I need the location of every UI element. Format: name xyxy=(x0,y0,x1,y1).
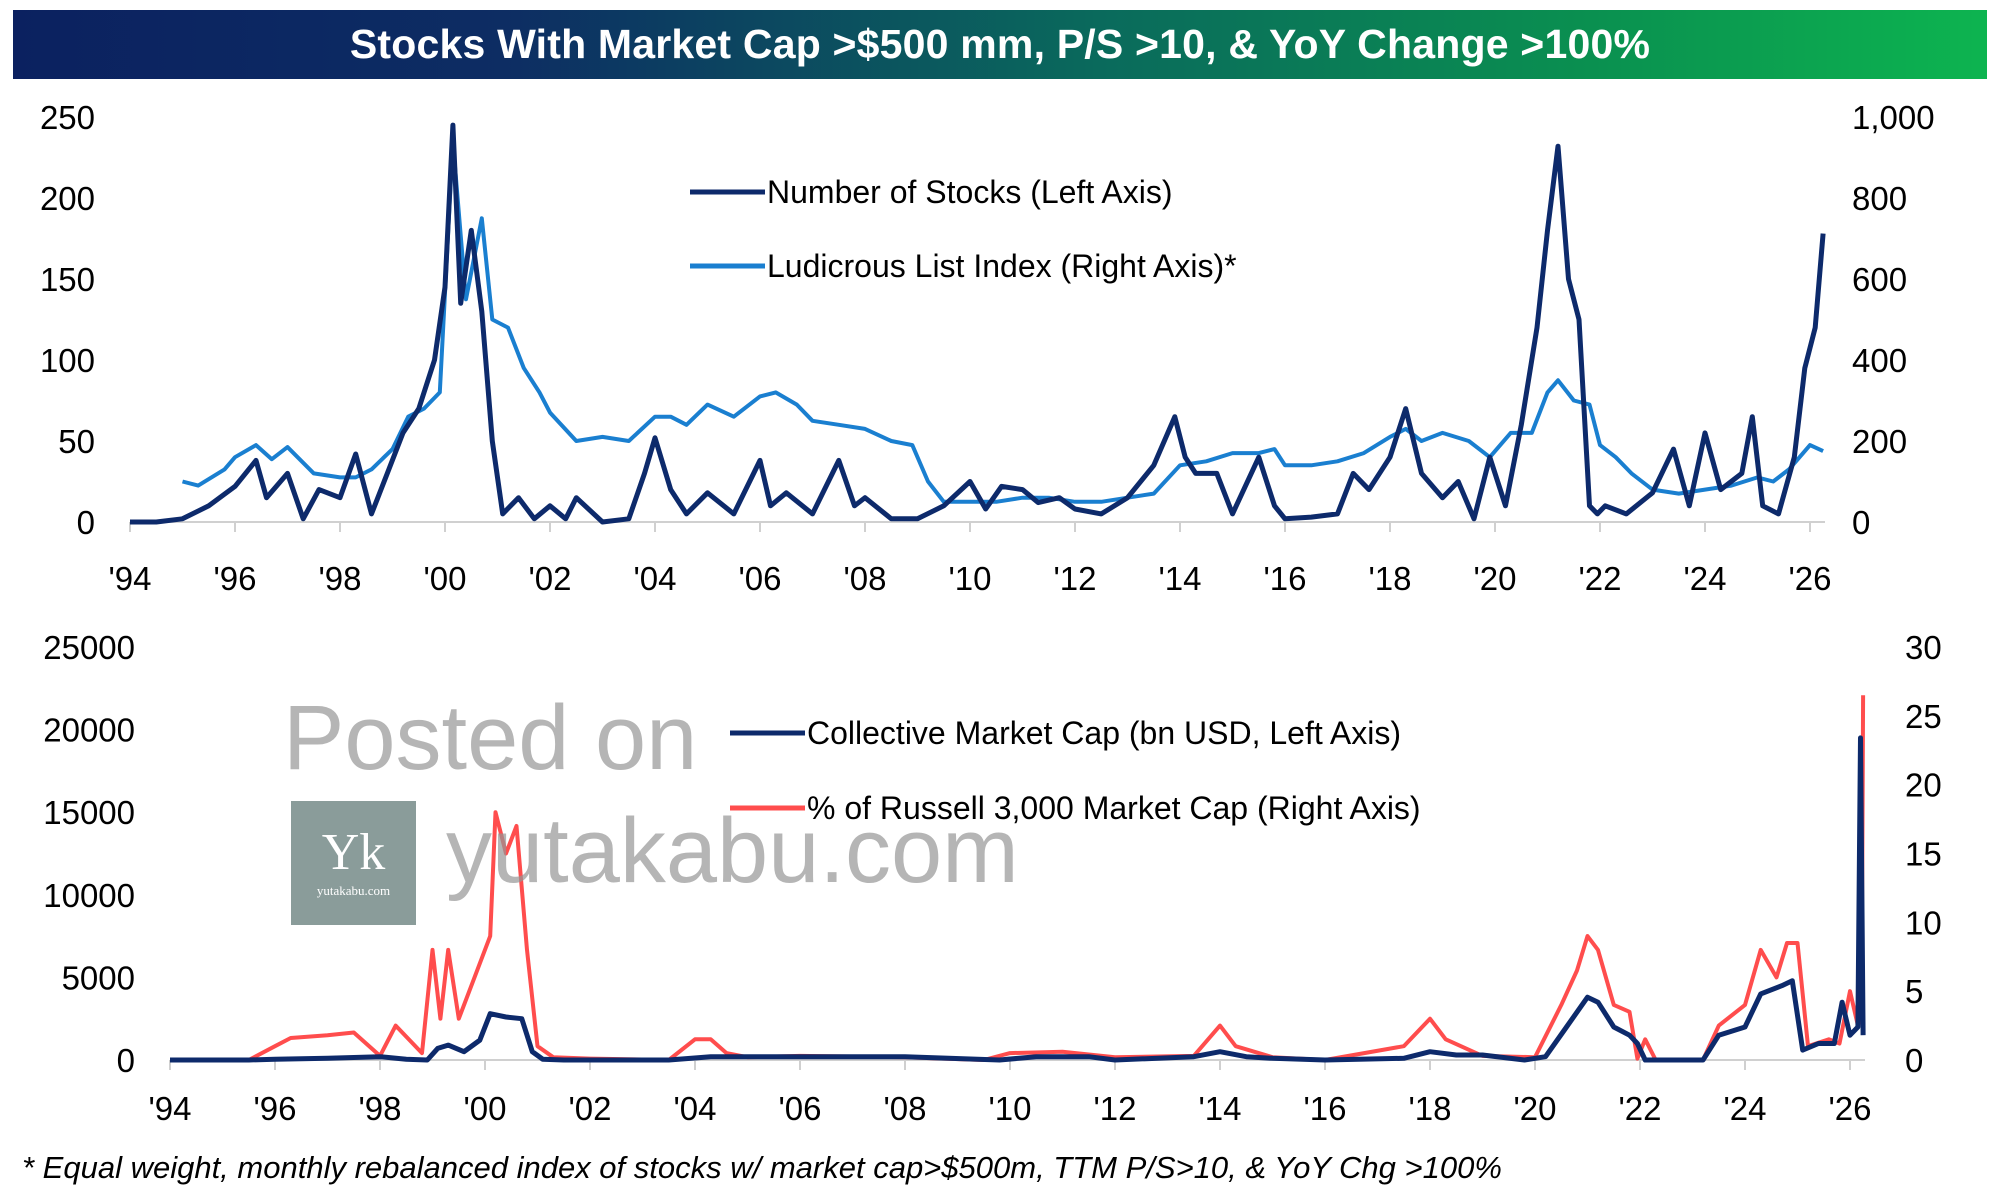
x-tick-label: '00 xyxy=(463,1090,506,1127)
x-tick-label: '14 xyxy=(1158,560,1201,597)
x-tick-label: '08 xyxy=(843,560,886,597)
right-y-tick-label: 800 xyxy=(1852,180,1907,217)
series-line-secondary xyxy=(181,139,1824,504)
left-y-tick-label: 0 xyxy=(117,1042,135,1079)
x-tick-label: '20 xyxy=(1513,1090,1556,1127)
x-tick-label: '24 xyxy=(1723,1090,1766,1127)
left-y-tick-label: 50 xyxy=(58,423,95,460)
x-tick-label: '04 xyxy=(673,1090,716,1127)
series-line-primary xyxy=(130,122,1826,525)
left-y-tick-label: 10000 xyxy=(43,877,135,914)
x-tick-label: '24 xyxy=(1683,560,1726,597)
right-y-tick-label: 0 xyxy=(1905,1042,1923,1079)
left-y-tick-label: 150 xyxy=(40,261,95,298)
right-y-tick-label: 5 xyxy=(1905,973,1923,1010)
x-tick-label: '96 xyxy=(213,560,256,597)
x-tick-label: '22 xyxy=(1618,1090,1661,1127)
x-tick-label: '96 xyxy=(253,1090,296,1127)
right-y-tick-label: 30 xyxy=(1905,629,1942,666)
right-y-tick-label: 25 xyxy=(1905,698,1942,735)
x-tick-label: '18 xyxy=(1408,1090,1451,1127)
x-tick-label: '98 xyxy=(318,560,361,597)
right-y-tick-label: 200 xyxy=(1852,423,1907,460)
right-y-tick-label: 10 xyxy=(1905,904,1942,941)
x-tick-label: '94 xyxy=(148,1090,191,1127)
watermark-logo-mark: Yk xyxy=(321,824,386,881)
left-y-tick-label: 200 xyxy=(40,180,95,217)
legend-label: % of Russell 3,000 Market Cap (Right Axi… xyxy=(807,790,1421,826)
x-tick-label: '16 xyxy=(1303,1090,1346,1127)
x-tick-label: '26 xyxy=(1828,1090,1871,1127)
left-y-tick-label: 5000 xyxy=(62,959,135,996)
x-tick-label: '00 xyxy=(423,560,466,597)
x-tick-label: '22 xyxy=(1578,560,1621,597)
x-tick-label: '10 xyxy=(988,1090,1031,1127)
right-y-tick-label: 1,000 xyxy=(1852,99,1935,136)
x-tick-label: '02 xyxy=(568,1090,611,1127)
right-y-tick-label: 20 xyxy=(1905,767,1942,804)
right-y-tick-label: 400 xyxy=(1852,342,1907,379)
x-tick-label: '18 xyxy=(1368,560,1411,597)
watermark-domain: yutakabu.com xyxy=(446,800,1019,902)
left-y-tick-label: 20000 xyxy=(43,712,135,749)
x-tick-label: '94 xyxy=(108,560,151,597)
right-y-tick-label: 0 xyxy=(1852,504,1870,541)
footnote: * Equal weight, monthly rebalanced index… xyxy=(22,1150,1502,1185)
x-tick-label: '02 xyxy=(528,560,571,597)
bottom-chart: '94 '96 '98 '00 '02 '04 '06 '08 '10 '12 '14 '16 '18 '… xyxy=(43,629,1941,1127)
left-y-tick-label: 100 xyxy=(40,342,95,379)
x-tick-label: '98 xyxy=(358,1090,401,1127)
left-y-tick-label: 25000 xyxy=(43,629,135,666)
series-line-primary xyxy=(170,735,1866,1063)
left-y-tick-label: 250 xyxy=(40,99,95,136)
left-y-tick-label: 15000 xyxy=(43,794,135,831)
left-y-tick-label: 0 xyxy=(77,504,95,541)
legend-label: Ludicrous List Index (Right Axis)* xyxy=(767,248,1237,284)
watermark-logo: Yk yutakabu.com xyxy=(291,801,416,925)
x-tick-label: '20 xyxy=(1473,560,1516,597)
x-tick-label: '16 xyxy=(1263,560,1306,597)
watermark-logo-domain: yutakabu.com xyxy=(316,883,391,898)
chart-title-bar: Stocks With Market Cap >$500 mm, P/S >10… xyxy=(13,10,1987,79)
right-y-tick-label: 600 xyxy=(1852,261,1907,298)
x-tick-label: '06 xyxy=(778,1090,821,1127)
x-tick-label: '12 xyxy=(1093,1090,1136,1127)
top-chart: '94 '96 '98 '00 '02 '04 '06 '08 '10 '12 '14 '16 '18 '… xyxy=(40,99,1935,597)
x-tick-label: '04 xyxy=(633,560,676,597)
legend-label: Number of Stocks (Left Axis) xyxy=(767,174,1172,210)
x-tick-label: '10 xyxy=(948,560,991,597)
watermark-posted-on: Posted on xyxy=(283,687,698,789)
right-y-tick-label: 15 xyxy=(1905,836,1942,873)
chart-title: Stocks With Market Cap >$500 mm, P/S >10… xyxy=(349,21,1651,67)
x-tick-label: '14 xyxy=(1198,1090,1241,1127)
x-tick-label: '08 xyxy=(883,1090,926,1127)
x-tick-label: '26 xyxy=(1788,560,1831,597)
x-tick-label: '06 xyxy=(738,560,781,597)
x-tick-label: '12 xyxy=(1053,560,1096,597)
legend-label: Collective Market Cap (bn USD, Left Axis… xyxy=(807,715,1401,751)
